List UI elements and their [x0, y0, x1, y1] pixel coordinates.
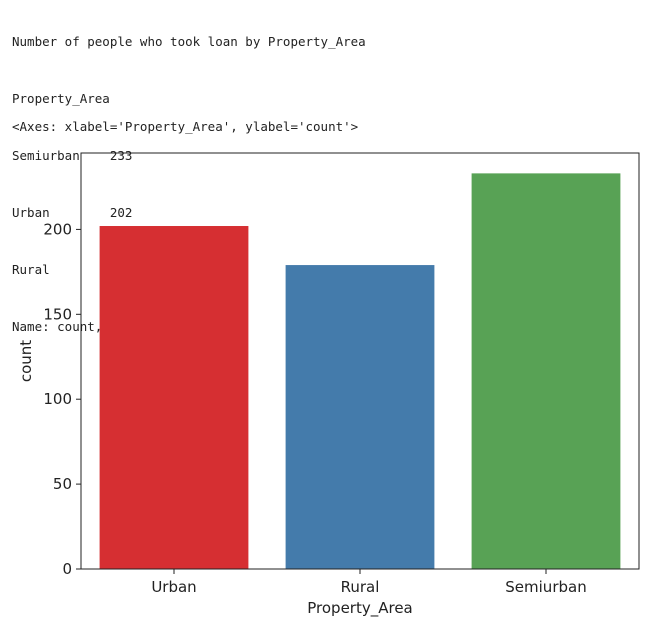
- axes-repr: <Axes: xlabel='Property_Area', ylabel='c…: [12, 119, 359, 134]
- console-line: Semiurban 233: [12, 148, 133, 163]
- y-tick-label: 100: [43, 390, 72, 408]
- x-tick-label: Semiurban: [505, 578, 586, 596]
- bar-semiurban: [471, 173, 621, 570]
- x-tick-label: Urban: [151, 578, 196, 596]
- y-tick-label: 0: [62, 560, 72, 578]
- console-line: Property_Area: [12, 91, 110, 106]
- y-tick-label: 50: [53, 475, 72, 493]
- x-axis-label: Property_Area: [307, 599, 413, 617]
- console-line: Number of people who took loan by Proper…: [12, 34, 366, 49]
- y-tick-label: 150: [43, 305, 72, 323]
- y-axis: 0 50 100 150 200: [43, 220, 81, 578]
- bar-rural: [285, 265, 435, 569]
- bar-urban: [99, 226, 249, 569]
- x-tick-label: Rural: [341, 578, 380, 596]
- y-tick-label: 200: [43, 220, 72, 238]
- x-axis: Urban Rural Semiurban: [151, 569, 587, 596]
- y-axis-label: count: [17, 340, 35, 382]
- console-line: Urban 202: [12, 205, 133, 220]
- bars-group: [99, 173, 621, 570]
